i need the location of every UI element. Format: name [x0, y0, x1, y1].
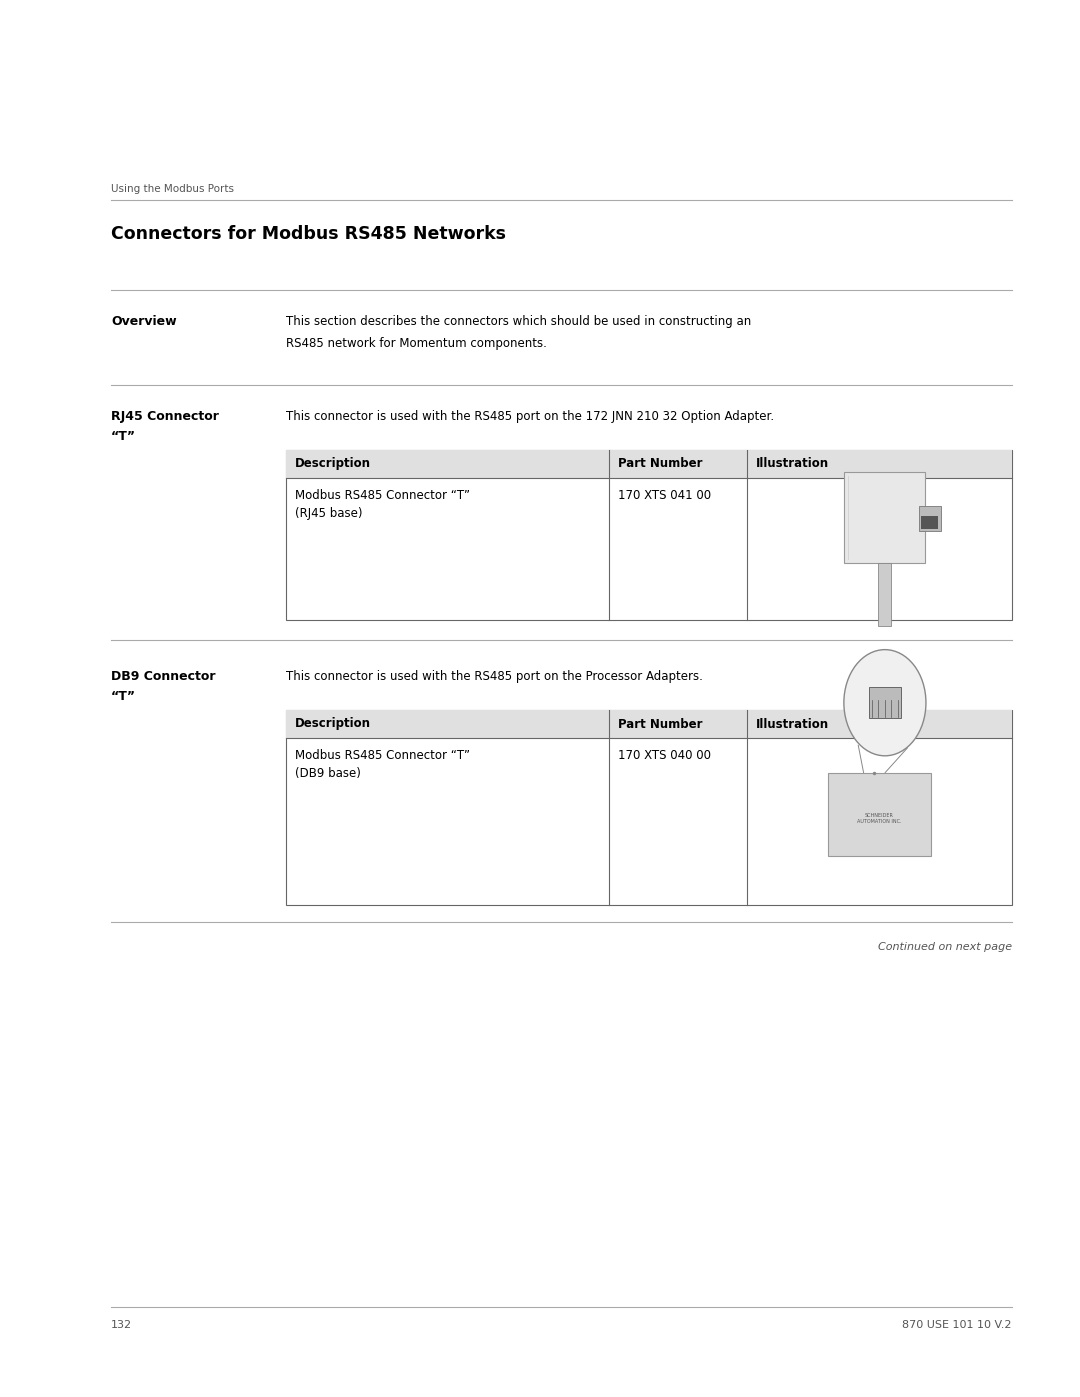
Text: Using the Modbus Ports: Using the Modbus Ports — [111, 184, 234, 194]
Bar — [286, 710, 1012, 905]
Text: “T”: “T” — [111, 430, 136, 443]
Text: 132: 132 — [111, 1320, 133, 1330]
Bar — [286, 450, 1012, 478]
Bar — [286, 450, 1012, 620]
Text: Modbus RS485 Connector “T”
(RJ45 base): Modbus RS485 Connector “T” (RJ45 base) — [295, 489, 470, 520]
Text: Illustration: Illustration — [756, 457, 828, 471]
Text: This connector is used with the RS485 port on the Processor Adapters.: This connector is used with the RS485 po… — [286, 671, 703, 683]
Bar — [845, 472, 926, 563]
Text: “T”: “T” — [111, 690, 136, 703]
Bar — [921, 515, 939, 529]
Text: Modbus RS485 Connector “T”
(DB9 base): Modbus RS485 Connector “T” (DB9 base) — [295, 749, 470, 780]
Text: 170 XTS 041 00: 170 XTS 041 00 — [618, 489, 711, 502]
Text: RJ45 Connector: RJ45 Connector — [111, 409, 219, 423]
Text: Description: Description — [295, 718, 370, 731]
Text: RS485 network for Momentum components.: RS485 network for Momentum components. — [286, 337, 548, 351]
Text: Overview: Overview — [111, 314, 177, 328]
Bar — [868, 687, 901, 718]
Text: SCHNEIDER
AUTOMATION INC.: SCHNEIDER AUTOMATION INC. — [858, 813, 902, 824]
Text: Continued on next page: Continued on next page — [878, 942, 1012, 951]
Text: Description: Description — [295, 457, 370, 471]
Text: Illustration: Illustration — [756, 718, 828, 731]
Bar — [286, 710, 1012, 738]
Text: This section describes the connectors which should be used in constructing an: This section describes the connectors wh… — [286, 314, 752, 328]
Bar — [878, 563, 891, 626]
Text: Connectors for Modbus RS485 Networks: Connectors for Modbus RS485 Networks — [111, 225, 507, 243]
Text: 870 USE 101 10 V.2: 870 USE 101 10 V.2 — [903, 1320, 1012, 1330]
Text: Part Number: Part Number — [618, 457, 702, 471]
Text: 170 XTS 040 00: 170 XTS 040 00 — [618, 749, 711, 763]
Text: DB9 Connector: DB9 Connector — [111, 671, 216, 683]
Bar — [828, 773, 931, 856]
Bar — [919, 506, 941, 531]
Text: Part Number: Part Number — [618, 718, 702, 731]
Text: This connector is used with the RS485 port on the 172 JNN 210 32 Option Adapter.: This connector is used with the RS485 po… — [286, 409, 774, 423]
Circle shape — [843, 650, 926, 756]
